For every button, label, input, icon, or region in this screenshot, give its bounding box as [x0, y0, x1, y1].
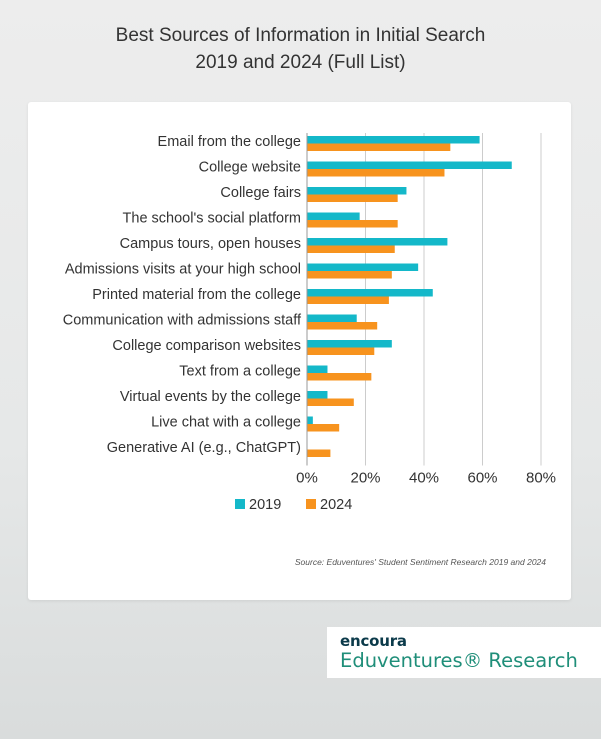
- chart-title-line1: Best Sources of Information in Initial S…: [115, 25, 486, 46]
- bar-2019: [307, 365, 328, 373]
- bar-chart: 0% 20% 40% 60% 80% Email from the college Coll…: [63, 133, 556, 513]
- category-label: College website: [199, 160, 301, 176]
- bar-2024: [307, 194, 398, 202]
- category-label: College fairs: [220, 185, 301, 201]
- bar-2024: [307, 398, 354, 406]
- chart-title: Best Sources of Information in Initial S…: [0, 22, 601, 76]
- bar-2024: [307, 322, 378, 330]
- bar-2024: [307, 143, 451, 151]
- bar-2024: [307, 271, 392, 279]
- bar-2019: [307, 314, 357, 322]
- chart-card: 0% 20% 40% 60% 80% Email from the college Coll…: [28, 102, 571, 600]
- category-label: Printed material from the college: [92, 287, 301, 303]
- x-tick-label: 0%: [296, 470, 318, 487]
- bar-2019: [307, 263, 419, 271]
- bar-2019: [307, 289, 433, 297]
- bar-2024: [307, 373, 372, 381]
- bar-2024: [307, 220, 398, 228]
- bar-2024: [307, 347, 375, 355]
- legend-label-2024: 2024: [320, 497, 352, 513]
- bar-2024: [307, 169, 445, 177]
- bar-2019: [307, 187, 407, 195]
- x-tick-label: 60%: [467, 470, 497, 487]
- bar-2019: [307, 391, 328, 399]
- category-label: Text from a college: [179, 364, 301, 380]
- bar-2024: [307, 296, 389, 304]
- encoura-logo-text: encoura: [340, 632, 407, 650]
- category-label: Campus tours, open houses: [120, 236, 301, 252]
- legend-label-2019: 2019: [249, 497, 281, 513]
- category-label: Virtual events by the college: [120, 389, 301, 405]
- chart-title-line2: 2019 and 2024 (Full List): [195, 52, 406, 73]
- source-note: Source: Eduventures' Student Sentiment R…: [294, 557, 546, 567]
- bar-2024: [307, 424, 340, 432]
- bar-2019: [307, 238, 448, 246]
- bar-2024: [307, 449, 331, 457]
- category-label: Email from the college: [158, 134, 301, 150]
- category-label: Admissions visits at your high school: [65, 262, 301, 278]
- brand-logo: encoura Eduventures® Research: [327, 627, 601, 678]
- bar-2019: [307, 340, 392, 348]
- category-label: Live chat with a college: [151, 415, 301, 431]
- legend-swatch-2019: [235, 499, 245, 509]
- legend-swatch-2024: [306, 499, 316, 509]
- category-label: The school's social platform: [123, 211, 301, 227]
- bar-2024: [307, 245, 395, 253]
- category-label: Communication with admissions staff: [63, 313, 302, 329]
- bar-2019: [307, 212, 360, 220]
- eduventures-logo-text: Eduventures® Research: [340, 649, 578, 672]
- bar-2019: [307, 416, 313, 424]
- x-tick-label: 40%: [409, 470, 439, 487]
- x-tick-label: 80%: [526, 470, 556, 487]
- bar-2019: [307, 136, 480, 144]
- x-tick-label: 20%: [350, 470, 380, 487]
- category-label: College comparison websites: [112, 338, 301, 354]
- category-label: Generative AI (e.g., ChatGPT): [107, 440, 301, 456]
- bar-2019: [307, 161, 512, 169]
